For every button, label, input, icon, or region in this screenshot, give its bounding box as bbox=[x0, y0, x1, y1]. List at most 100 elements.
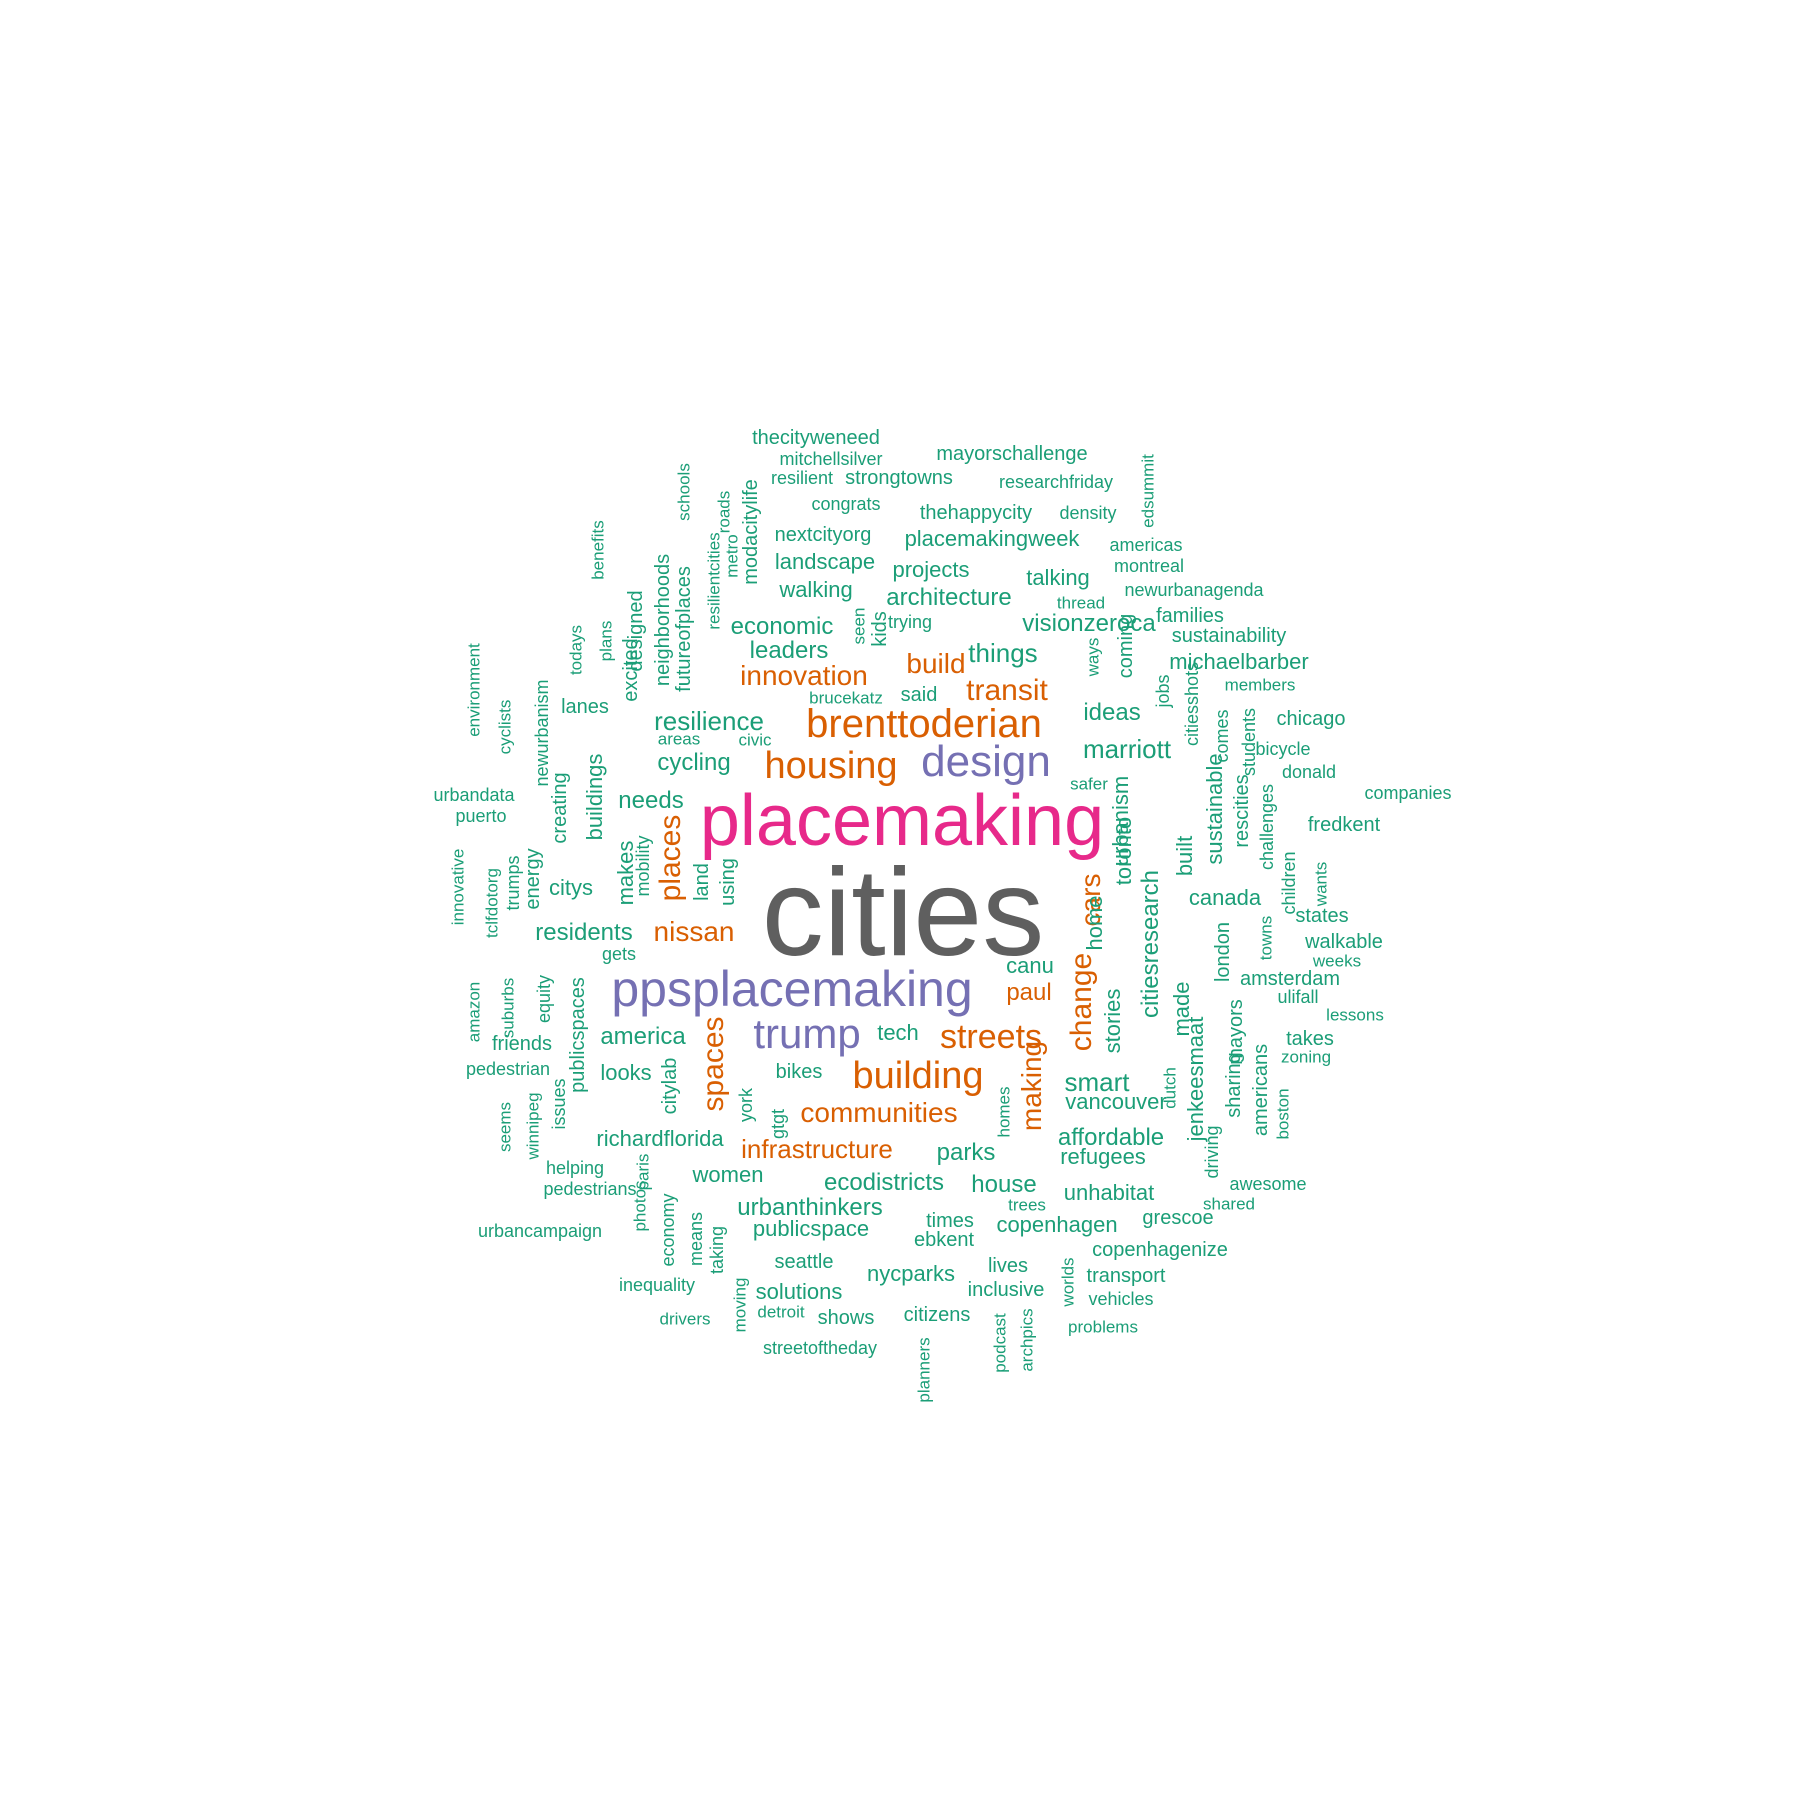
word-energy: energy bbox=[522, 848, 544, 910]
word-thehappycity: thehappycity bbox=[919, 502, 1033, 524]
word-needs: needs bbox=[618, 787, 684, 814]
word-means: means bbox=[686, 1211, 706, 1267]
word-boston: boston bbox=[1273, 1088, 1293, 1140]
word-change: change bbox=[1065, 952, 1098, 1052]
word-wants: wants bbox=[1311, 861, 1331, 907]
word-edsummit: edsummit bbox=[1138, 454, 1158, 528]
word-pedestrian: pedestrian bbox=[465, 1059, 551, 1079]
word-gtgt: gtgt bbox=[768, 1108, 788, 1140]
word-newurbanagenda: newurbanagenda bbox=[1124, 580, 1264, 600]
word-streetoftheday: streetoftheday bbox=[762, 1338, 878, 1358]
word-visionzeroca: visionzeroca bbox=[1022, 610, 1156, 637]
word-bikes: bikes bbox=[775, 1061, 823, 1083]
word-helping: helping bbox=[545, 1158, 605, 1178]
word-housing: housing bbox=[764, 745, 898, 787]
word-equity: equity bbox=[534, 974, 554, 1024]
word-weeks: weeks bbox=[1312, 951, 1362, 971]
word-puerto: puerto bbox=[455, 806, 507, 826]
word-trumps: trumps bbox=[503, 855, 523, 911]
word-creating: creating bbox=[549, 772, 571, 844]
word-urbancampaign: urbancampaign bbox=[477, 1221, 603, 1241]
word-challenges: challenges bbox=[1257, 783, 1277, 871]
word-transport: transport bbox=[1086, 1265, 1166, 1287]
word-mayors: mayors bbox=[1225, 999, 1247, 1065]
word-winnipeg: winnipeg bbox=[523, 1092, 543, 1160]
word-congrats: congrats bbox=[811, 494, 881, 514]
word-problems: problems bbox=[1068, 1317, 1138, 1337]
word-coming: coming bbox=[1115, 613, 1137, 679]
word-making: making bbox=[1016, 1040, 1047, 1132]
word-resilient: resilient bbox=[770, 468, 834, 488]
word-resilientcities: resilientcities bbox=[704, 532, 724, 630]
word-walkable: walkable bbox=[1305, 931, 1383, 953]
word-moving: moving bbox=[730, 1277, 750, 1333]
word-zoning: zoning bbox=[1280, 1047, 1332, 1067]
word-marriott: marriott bbox=[1082, 734, 1172, 764]
word-takes: takes bbox=[1286, 1028, 1334, 1050]
word-placemaking: placemaking bbox=[699, 781, 1105, 861]
word-copenhagenize: copenhagenize bbox=[1092, 1239, 1228, 1261]
word-land: land bbox=[691, 863, 713, 901]
word-design: design bbox=[921, 737, 1051, 786]
word-london: london bbox=[1212, 921, 1234, 983]
word-seems: seems bbox=[495, 1101, 515, 1153]
word-built: built bbox=[1172, 835, 1197, 877]
word-communities: communities bbox=[800, 1097, 958, 1128]
word-archpics: archpics bbox=[1017, 1308, 1037, 1372]
word-donald: donald bbox=[1281, 762, 1337, 782]
word-futureofplaces: futureofplaces bbox=[673, 566, 695, 692]
word-lives: lives bbox=[987, 1255, 1029, 1277]
word-canu: canu bbox=[1006, 953, 1054, 978]
word-students: students bbox=[1239, 707, 1259, 777]
word-todays: todays bbox=[566, 624, 586, 676]
word-trump: trump bbox=[753, 1010, 861, 1057]
word-sustainability: sustainability bbox=[1171, 625, 1287, 647]
word-mobility: mobility bbox=[633, 835, 653, 897]
word-build: build bbox=[906, 648, 966, 679]
word-safer: safer bbox=[1070, 774, 1108, 794]
word-stories: stories bbox=[1100, 988, 1125, 1054]
word-driving: driving bbox=[1202, 1125, 1222, 1179]
word-children: children bbox=[1279, 851, 1299, 915]
word-infrastructure: infrastructure bbox=[741, 1134, 893, 1164]
word-drivers: drivers bbox=[659, 1309, 711, 1329]
word-companies: companies bbox=[1364, 783, 1452, 803]
word-nycparks: nycparks bbox=[866, 1261, 956, 1286]
word-modacitylife: modacitylife bbox=[740, 479, 762, 585]
word-americans: americans bbox=[1250, 1043, 1272, 1137]
word-montreal: montreal bbox=[1113, 556, 1185, 576]
word-ppsplacemaking: ppsplacemaking bbox=[611, 961, 973, 1017]
word-metro: metro bbox=[722, 534, 742, 578]
word-publicspaces: publicspaces bbox=[567, 977, 589, 1093]
word-jenkeesmaat: jenkeesmaat bbox=[1183, 1016, 1208, 1142]
word-ulifall: ulifall bbox=[1277, 987, 1319, 1007]
word-unhabitat: unhabitat bbox=[1063, 1180, 1155, 1205]
word-leaders: leaders bbox=[749, 637, 829, 664]
word-shows: shows bbox=[817, 1307, 875, 1329]
word-mayorschallenge: mayorschallenge bbox=[936, 443, 1088, 465]
word-pedestrians: pedestrians bbox=[543, 1179, 637, 1199]
word-environment: environment bbox=[464, 643, 484, 737]
word-lessons: lessons bbox=[1326, 1005, 1384, 1025]
word-roads: roads bbox=[714, 490, 734, 534]
word-publicspace: publicspace bbox=[752, 1216, 870, 1241]
word-things: things bbox=[968, 638, 1038, 668]
word-spaces: spaces bbox=[697, 1016, 730, 1112]
word-tech: tech bbox=[877, 1020, 919, 1045]
word-nextcityorg: nextcityorg bbox=[774, 524, 872, 546]
word-suburbs: suburbs bbox=[498, 977, 518, 1039]
word-trees: trees bbox=[1008, 1195, 1046, 1215]
word-lanes: lanes bbox=[561, 696, 609, 718]
word-citiesresearch: citiesresearch bbox=[1137, 869, 1164, 1019]
word-worlds: worlds bbox=[1058, 1257, 1078, 1307]
word-talking: talking bbox=[1026, 565, 1090, 590]
word-cyclists: cyclists bbox=[495, 699, 515, 755]
word-architecture: architecture bbox=[886, 584, 1012, 611]
word-ways: ways bbox=[1083, 637, 1103, 677]
word-citizens: citizens bbox=[903, 1304, 971, 1326]
word-americas: americas bbox=[1109, 535, 1183, 555]
word-trying: trying bbox=[887, 612, 933, 632]
word-urbandata: urbandata bbox=[433, 785, 515, 805]
word-thread: thread bbox=[1056, 593, 1106, 613]
word-shared: shared bbox=[1203, 1194, 1255, 1214]
